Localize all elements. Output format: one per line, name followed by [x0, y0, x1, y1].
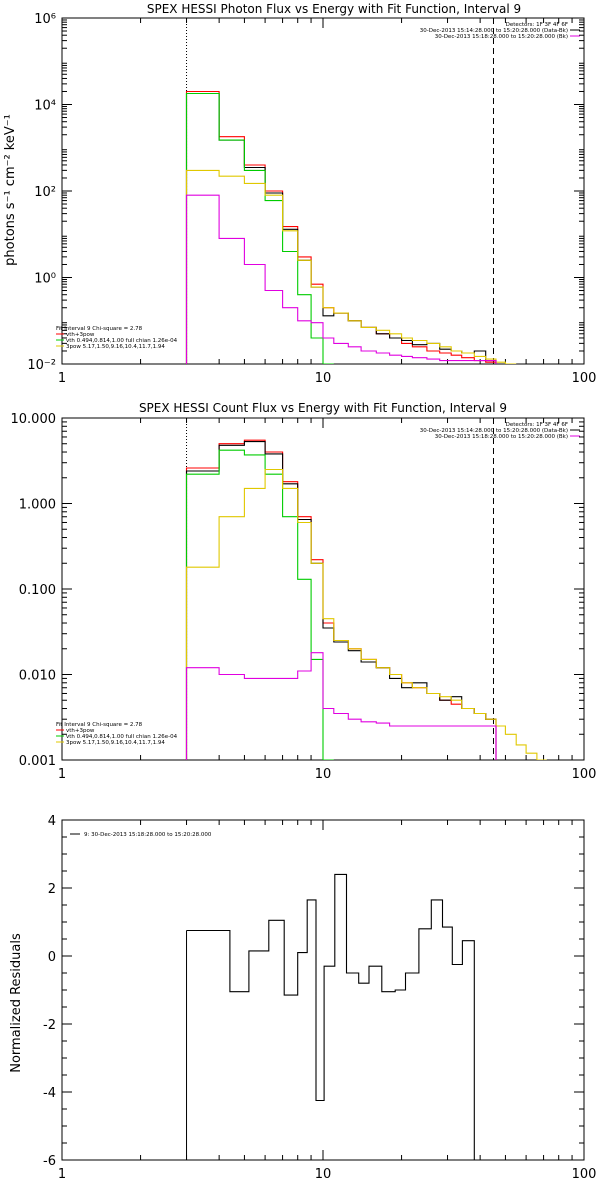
legend-bottom-entry: vth 0.494,0.814,1.00 full chian 1.26e-04 — [66, 338, 178, 344]
legend-bottom-entry: Fit Interval 9 Chi-square = 2.78 — [56, 326, 143, 332]
legend-top-entry: 30-Dec-2013 15:18:28.000 to 15:20:28.000… — [435, 434, 568, 440]
plot-area: 1 10 100 0.001 0.010 0.100 1.000 10.000 Detector… — [11, 412, 597, 782]
series-group — [185, 90, 517, 364]
y-tick-label: -4 — [43, 1086, 56, 1101]
y-axis-label: photons s⁻¹ cm⁻² keV⁻¹ — [3, 114, 18, 266]
series-2-step — [185, 92, 334, 364]
y-tick-label: 10.000 — [11, 412, 57, 427]
y-tick-label: 0 — [48, 950, 56, 965]
x-tick-label: 1 — [58, 767, 66, 782]
series-4-step — [185, 194, 497, 364]
legend-top-entry: 30-Dec-2013 15:14:28.000 to 15:20:28.000… — [420, 428, 568, 434]
legend-bottom-entry: Fit Interval 9 Chi-square = 2.78 — [56, 722, 143, 728]
series-3-step — [185, 169, 517, 364]
x-tick-label: 100 — [572, 767, 597, 782]
series-0-step — [185, 90, 497, 364]
legend-bottom-entry: vth 0.494,0.814,1.00 full chian 1.26e-04 — [66, 734, 178, 740]
legend-entry: 9: 30-Dec-2013 15:18:28.000 to 15:20:28.… — [84, 832, 212, 838]
x-tick-label: 10 — [315, 371, 332, 386]
x-tick-label: 100 — [572, 371, 597, 386]
plot-frame — [61, 819, 585, 1161]
x-tick-label: 1 — [58, 371, 66, 386]
x-tick-label: 100 — [572, 1167, 597, 1182]
legend-bottom-entry: vth+3pow — [66, 332, 95, 338]
y-axis-label: Normalized Residuals — [9, 933, 24, 1073]
series-group — [185, 439, 547, 760]
series-3-step — [185, 468, 547, 760]
series-0-step — [185, 439, 497, 760]
y-tick-label: 2 — [48, 882, 56, 897]
legend-top-entry: 30-Dec-2013 15:18:28.000 to 15:20:28.000… — [435, 34, 568, 40]
legend-top-entry: 30-Dec-2013 15:14:28.000 to 15:20:28.000… — [420, 28, 568, 34]
y-tick-label: -2 — [43, 1018, 56, 1033]
legend-bottom-entry: vth+3pow — [66, 728, 95, 734]
legend-top-entry: Detectors: 1F 3F 4F 6F — [506, 22, 568, 28]
y-tick-label: 0.010 — [19, 669, 56, 684]
series-1-step — [185, 92, 497, 364]
chart-title: SPEX HESSI Photon Flux vs Energy with Fi… — [147, 2, 521, 16]
panel-residuals: Normalized Residuals 1 10 100 -6 -4 -2 0 2 4 9: 3… — [9, 814, 596, 1182]
chart-title: SPEX HESSI Count Flux vs Energy with Fit… — [139, 401, 507, 415]
x-tick-label: 10 — [315, 767, 332, 782]
series-0-step — [186, 873, 475, 1160]
legend-bottom-entry: 3pow 5.17,1.50,9.16,10.4,11.7,1.94 — [66, 740, 165, 746]
series-4-step — [185, 652, 497, 760]
y-tick-label: 10⁶ — [34, 12, 56, 27]
legend-top-entry: Detectors: 1F 3F 4F 6F — [506, 422, 568, 428]
y-tick-label: 10⁻² — [27, 358, 56, 373]
plot-area: 1 10 100 10⁻² 10⁰ 10² 10⁴ 10⁶ Detectors: 1F 3F 4… — [27, 12, 596, 386]
panel-photon-flux: SPEX HESSI Photon Flux vs Energy with Fi… — [3, 2, 596, 386]
y-tick-label: 4 — [48, 814, 56, 829]
y-tick-label: 0.001 — [19, 754, 56, 769]
x-tick-label: 10 — [315, 1167, 332, 1182]
legend-bottom-entry: 3pow 5.17,1.50,9.16,10.4,11.7,1.94 — [66, 344, 165, 350]
y-tick-label: -6 — [43, 1154, 56, 1169]
series-1-step — [185, 441, 497, 760]
plot-area: 1 10 100 -6 -4 -2 0 2 4 9: 30-Dec-2013 15:18:28.0… — [43, 814, 596, 1182]
y-tick-label: 10² — [34, 185, 56, 200]
series-2-step — [185, 449, 334, 760]
y-tick-label: 1.000 — [19, 498, 56, 513]
series-group — [186, 873, 475, 1160]
panel-count-flux: SPEX HESSI Count Flux vs Energy with Fit… — [11, 401, 597, 782]
y-tick-label: 0.100 — [19, 583, 56, 598]
y-tick-label: 10⁰ — [34, 272, 56, 287]
y-tick-label: 10⁴ — [34, 99, 56, 114]
x-tick-label: 1 — [58, 1167, 66, 1182]
